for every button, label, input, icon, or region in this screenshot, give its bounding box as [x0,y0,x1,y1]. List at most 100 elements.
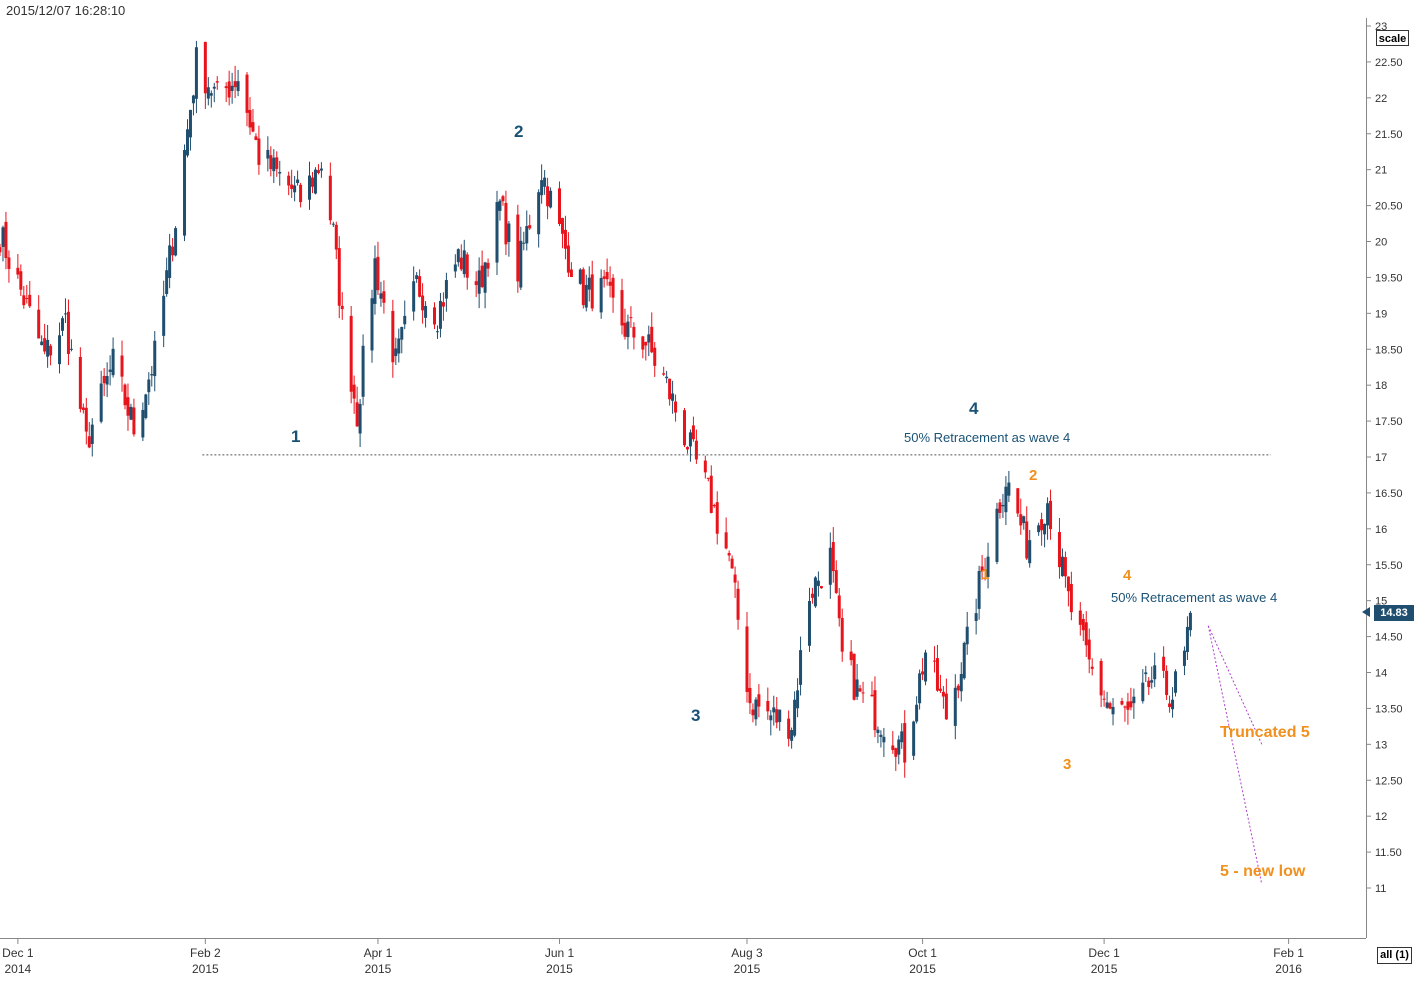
candle-body [1188,612,1192,631]
candle-body [688,432,692,447]
candle [560,217,564,249]
scale-button[interactable]: scale [1376,30,1409,46]
candle [632,322,636,350]
candle-body [644,341,648,346]
price-axis[interactable]: 2322.502221.502120.502019.501918.501817.… [1366,18,1403,938]
candle-body [355,402,359,427]
candle [662,366,666,376]
candle [379,281,383,307]
candle [944,678,948,720]
candle [4,211,8,270]
candle-body [16,267,20,275]
candle-body [245,74,249,113]
candle-body [623,322,627,337]
candle-body [918,673,922,704]
candle [43,323,47,355]
candle [248,97,252,135]
candle-body [665,376,669,379]
candle-body [977,571,981,609]
candle-body [1025,521,1029,559]
candle [1188,610,1192,637]
candle-body [37,309,41,339]
candle [90,418,94,457]
candle-body [480,265,484,288]
candle [882,727,886,757]
candle-body [147,379,151,393]
candle-body [998,502,1002,513]
candle [296,170,300,186]
candle-body [4,221,8,259]
candle [995,502,999,565]
time-tick-month: Dec 1 [1088,946,1120,960]
candle-body [328,175,332,221]
candle-body [578,269,582,284]
candle [69,339,73,352]
candle [313,167,317,195]
candle-body [1043,523,1047,535]
candle-body [498,200,502,211]
candle [206,77,210,106]
candle [58,322,62,374]
candle [1102,690,1106,707]
time-tick-month: Dec 1 [2,946,34,960]
candle-body [935,658,939,691]
candle-body [650,326,654,353]
candle-body [105,376,109,385]
price-tick-label: 14 [1375,668,1387,680]
candle-body [891,745,895,751]
candle [587,266,591,302]
candle [66,299,70,366]
candle-body [611,277,615,298]
price-tick-label: 16 [1375,524,1387,536]
candle-body [254,136,258,140]
candle-body [81,407,85,411]
candle-body [691,425,695,440]
candle [1147,677,1151,696]
new-low-projection [1207,625,1263,885]
candle-body [694,440,698,460]
candle-body [873,690,877,731]
candle [620,278,624,335]
time-axis[interactable]: Dec 1 2014 Feb 2 2015 Apr 1 2015 Jun 1 2015 Aug … [0,938,1366,976]
candle [974,598,978,635]
time-tick-year: 2015 [734,962,761,976]
candle-body [706,477,710,479]
candle-body [519,240,523,288]
price-tick-label: 12 [1375,811,1387,823]
candle-body [379,293,383,299]
all-range-button[interactable]: all (1) [1377,947,1412,964]
candle [266,136,270,172]
candle [438,292,442,338]
candle [272,149,276,184]
candle [441,292,445,321]
candle-body [712,505,716,507]
candle [1105,691,1109,709]
candle-body [799,650,803,685]
candle-body [313,169,317,194]
candle-body [296,179,300,184]
candle [543,170,547,195]
candle-body [858,688,862,692]
candle-body [995,508,999,562]
candle-body [224,86,228,89]
candle [382,280,386,314]
candle [540,164,544,204]
candle-body [495,202,499,263]
candle-body [1001,504,1005,507]
candle [230,72,234,104]
price-tick-label: 19 [1375,308,1387,320]
candle [861,681,865,703]
candle-body [1108,703,1112,709]
candle [501,194,505,206]
candle-body [412,281,416,312]
candle-body [293,185,297,193]
candle-body [1004,486,1008,513]
candle-body [1007,482,1011,496]
candle [1078,602,1082,636]
candle-body [1084,622,1088,646]
candle-body [566,245,570,273]
candle [126,383,130,431]
candle-body [99,383,103,422]
candle-body [563,229,567,249]
